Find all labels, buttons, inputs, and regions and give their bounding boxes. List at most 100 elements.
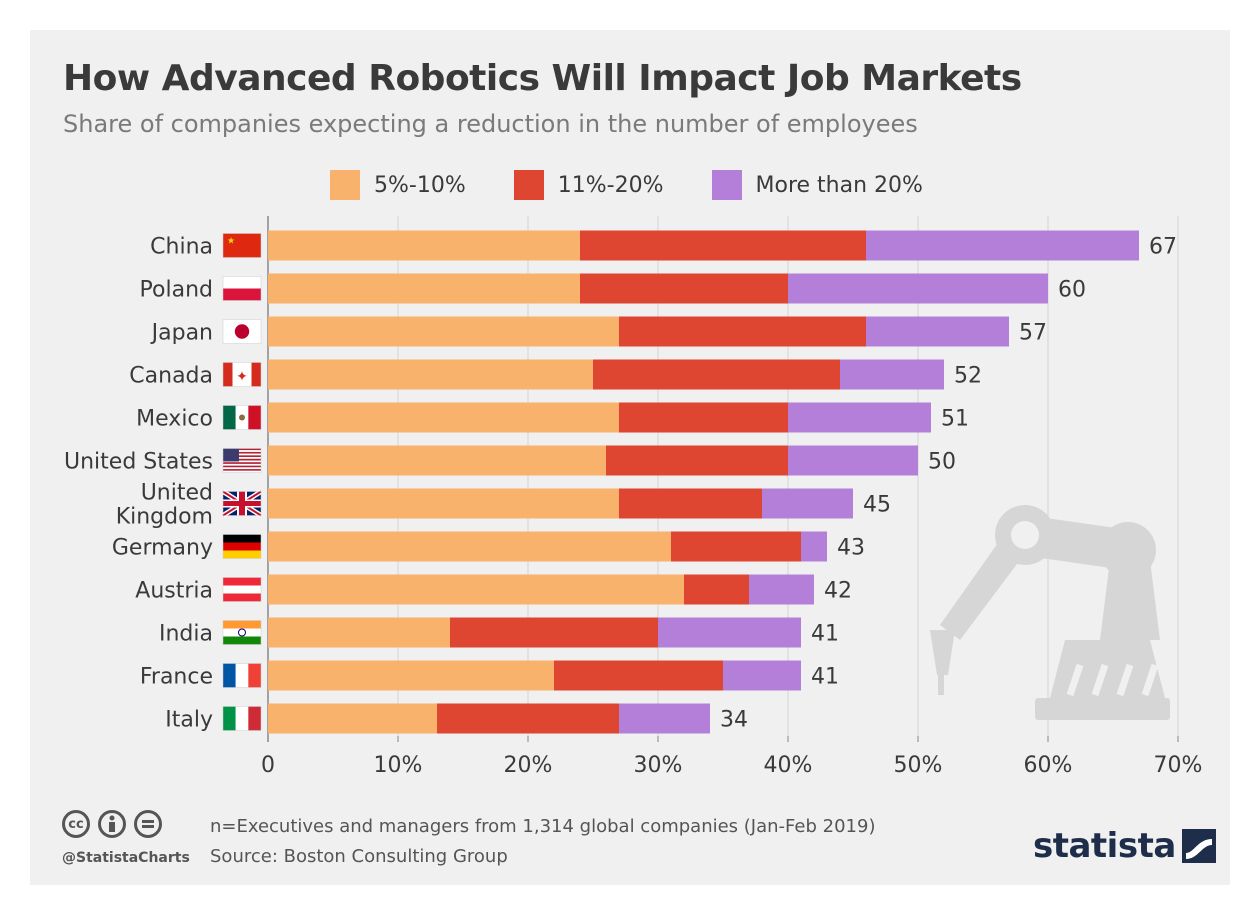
total-label: 60	[1058, 278, 1086, 303]
bar-segment-austria-3	[749, 574, 814, 605]
category-label: Austria	[135, 579, 213, 604]
bar-segment-austria-1	[268, 574, 684, 605]
bar-segment-poland-3	[788, 273, 1048, 304]
bar-segment-united-states-3	[788, 445, 918, 476]
category-label: India	[159, 622, 213, 647]
legend-label-20-plus: More than 20%	[755, 172, 923, 198]
bar-segment-germany-1	[268, 531, 671, 562]
category-label: United States	[64, 450, 213, 475]
bar-segment-canada-2	[593, 359, 840, 390]
x-tick-label: 20%	[504, 753, 553, 778]
footer-note: n=Executives and managers from 1,314 glo…	[210, 816, 876, 837]
category-label: Canada	[129, 364, 213, 389]
usa-flag-icon	[222, 448, 262, 473]
france-flag-icon	[222, 663, 262, 688]
chart-title: How Advanced Robotics Will Impact Job Ma…	[63, 58, 1022, 99]
uk-flag-icon	[221, 489, 263, 518]
by-icon	[98, 810, 126, 838]
bar-segment-china-3	[866, 230, 1139, 261]
bar-segment-austria-2	[684, 574, 749, 605]
bar-segment-canada-1	[268, 359, 593, 390]
bar-segment-mexico-3	[788, 402, 931, 433]
category-label: United Kingdom	[116, 481, 213, 530]
x-tick-label: 60%	[1024, 753, 1073, 778]
bar-segment-japan-1	[268, 316, 619, 347]
bar-segment-italy-2	[437, 703, 619, 734]
license-icons: cc	[62, 810, 170, 838]
bar-segment-japan-2	[619, 316, 866, 347]
bar-segment-poland-2	[580, 273, 788, 304]
bar-segment-united-states-2	[606, 445, 788, 476]
bars	[268, 230, 1139, 734]
x-tick-label: 40%	[764, 753, 813, 778]
labels: 67 China 60 Poland 57 Japan 52 Canada 51 Mexico 50…	[64, 235, 1177, 733]
canada-flag-icon: ✦	[222, 362, 262, 387]
austria-flag-icon	[222, 577, 262, 602]
poland-flag-icon	[222, 276, 262, 301]
legend-swatch-20-plus	[711, 170, 742, 200]
category-label: Germany	[112, 536, 213, 561]
total-label: 42	[824, 579, 852, 604]
total-label: 41	[811, 622, 839, 647]
legend-label-11-20: 11%-20%	[557, 172, 664, 198]
x-tick-label: 0	[261, 753, 275, 778]
x-tick-label: 70%	[1154, 753, 1203, 778]
svg-text:✦: ✦	[236, 369, 248, 385]
italy-flag-icon	[222, 706, 262, 731]
bar-segment-united-kingdom-2	[619, 488, 762, 519]
bar-segment-mexico-2	[619, 402, 788, 433]
legend-label-5-10: 5%-10%	[374, 172, 466, 198]
social-handle: @StatistaCharts	[62, 850, 190, 866]
statista-mark-icon	[1181, 829, 1216, 863]
statista-logo[interactable]: statista	[1033, 826, 1216, 866]
chart-subtitle: Share of companies expecting a reduction…	[63, 110, 918, 138]
legend-swatch-5-10	[330, 170, 360, 200]
bar-segment-india-2	[450, 617, 658, 648]
legend-swatch-11-20	[513, 170, 544, 200]
bar-segment-france-1	[268, 660, 554, 691]
bar-segment-france-2	[554, 660, 723, 691]
category-label: Italy	[165, 708, 213, 733]
flags: ★✦	[221, 233, 263, 731]
bar-segment-france-3	[723, 660, 801, 691]
bar-segment-italy-3	[619, 703, 710, 734]
total-label: 45	[863, 493, 891, 518]
svg-text:★: ★	[227, 237, 235, 247]
bar-segment-china-2	[580, 230, 866, 261]
x-tick-labels: 0 10% 20% 30% 40% 50% 60% 70%	[261, 753, 1202, 778]
category-label: Japan	[150, 321, 213, 346]
category-label: Mexico	[136, 407, 213, 432]
japan-flag-icon	[222, 319, 262, 344]
mexico-flag-icon	[222, 405, 262, 430]
india-flag-icon	[222, 620, 262, 645]
bar-segment-united-states-1	[268, 445, 606, 476]
bar-segment-mexico-1	[268, 402, 619, 433]
nd-icon	[134, 810, 162, 838]
bar-segment-germany-2	[671, 531, 801, 562]
bar-segment-italy-1	[268, 703, 437, 734]
bar-segment-china-1	[268, 230, 580, 261]
x-tick-label: 50%	[894, 753, 943, 778]
total-label: 52	[954, 364, 982, 389]
bar-segment-india-3	[658, 617, 801, 648]
bar-segment-united-kingdom-1	[268, 488, 619, 519]
bar-segment-united-kingdom-3	[762, 488, 853, 519]
total-label: 57	[1019, 321, 1047, 346]
category-label: Poland	[140, 278, 213, 303]
total-label: 41	[811, 665, 839, 690]
brand-name: statista	[1033, 826, 1176, 866]
bar-segment-germany-3	[801, 531, 827, 562]
robot-arm-icon	[930, 505, 1170, 720]
bar-segment-poland-1	[268, 273, 580, 304]
legend-item-11-20: 11%-20%	[513, 170, 664, 200]
category-label: China	[150, 235, 213, 260]
total-label: 34	[720, 708, 748, 733]
germany-flag-icon	[222, 534, 262, 559]
total-label: 51	[941, 407, 969, 432]
china-flag-icon: ★	[222, 233, 262, 258]
legend-item-5-10: 5%-10%	[330, 170, 466, 200]
legend-item-20-plus: More than 20%	[711, 170, 923, 200]
bar-segment-india-1	[268, 617, 450, 648]
legend: 5%-10% 11%-20% More than 20%	[330, 170, 971, 200]
